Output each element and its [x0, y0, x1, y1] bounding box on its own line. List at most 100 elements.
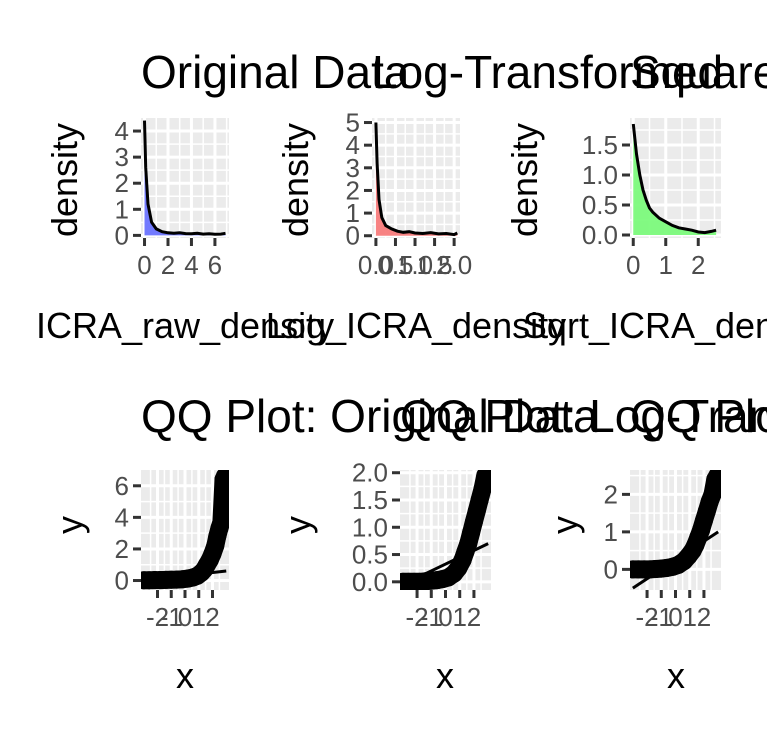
qq-point	[708, 470, 721, 485]
y-axis-title: density	[275, 123, 316, 237]
x-tick-label: 2	[205, 602, 219, 632]
x-tick-label: -2	[146, 602, 169, 632]
y-tick-label: 1.5	[582, 130, 618, 160]
qq-point	[478, 470, 491, 482]
y-tick-label: 0.0	[352, 567, 388, 597]
x-tick-label: 0.5	[377, 250, 413, 280]
y-tick-label: 1	[346, 198, 360, 228]
y-tick-label: 0.5	[352, 540, 388, 570]
x-tick-label: -1	[650, 602, 673, 632]
x-tick-label: -2	[406, 602, 429, 632]
y-axis-title: y	[277, 516, 318, 534]
y-tick-label: 2	[115, 534, 129, 564]
y-tick-label: 3	[115, 142, 129, 172]
panel-3: 012 0.00.51.01.5 Sqrt_ICRA_density density S…	[504, 46, 767, 346]
x-tick-label: 0	[668, 602, 682, 632]
data-layer	[630, 470, 721, 590]
x-axis-title: x	[176, 655, 194, 696]
y-tick-label: 2	[115, 168, 129, 198]
x-tick-label: -1	[160, 602, 183, 632]
qq-point	[212, 513, 229, 532]
x-tick-label: 1.5	[416, 250, 452, 280]
y-tick-label: 0	[115, 566, 129, 596]
panel-1: 0 2 4 601234ICRA_raw_densitydensityOriginal…	[36, 46, 410, 346]
density-line	[631, 123, 717, 235]
x-tick-label: 2	[691, 250, 705, 280]
x-axis-title: Log_ICRA_density	[266, 305, 566, 346]
data-layer	[143, 120, 226, 236]
y-tick-label: 6	[115, 471, 129, 501]
y-tick-label: 3	[346, 153, 360, 183]
x-tick-label: 1.0	[397, 250, 433, 280]
plot-title: Log-Transformed	[372, 46, 723, 98]
x-axis-title: Sqrt_ICRA_density	[523, 305, 767, 346]
x-tick-label: 0	[178, 602, 192, 632]
x-tick-label: 0.0	[358, 250, 394, 280]
axes: 0 1 2 0.00.51.01.5	[582, 130, 706, 280]
y-tick-label: 1.0	[582, 160, 618, 190]
x-tick-label: 0	[626, 250, 640, 280]
x-tick-label: -2	[636, 602, 659, 632]
x-tick-label: 0	[137, 250, 151, 280]
qq-point	[215, 470, 229, 486]
gridlines	[372, 118, 460, 238]
y-tick-label: 0.0	[582, 220, 618, 250]
qq-point	[703, 485, 721, 504]
y-tick-label: 2	[346, 175, 360, 205]
y-tick-label: 5	[346, 108, 360, 138]
plot-title: Square-Root Transformed	[630, 46, 767, 98]
data-layer	[400, 470, 491, 590]
y-tick-label: 4	[115, 116, 129, 146]
plot-title: QQ Plot: Log-Transformed	[400, 390, 767, 442]
y-tick-label: 0	[115, 220, 129, 250]
x-axis-title: x	[436, 655, 454, 696]
plot-title: QQ Plot: Square-Root Transformed	[630, 390, 767, 442]
x-tick-label: 1	[659, 250, 673, 280]
x-tick-label: 1	[682, 602, 696, 632]
y-tick-label: 4	[115, 502, 129, 532]
y-tick-label: 0	[604, 554, 618, 584]
x-tick-label: 1	[452, 602, 466, 632]
y-axis-title: density	[504, 123, 545, 237]
y-tick-label: 4	[346, 130, 360, 160]
x-tick-label: 0	[438, 602, 452, 632]
density-line	[374, 122, 458, 237]
x-axis-title: x	[667, 655, 685, 696]
data-layer	[374, 122, 458, 237]
axes: -2-10 1 2 0.00.51.01.52.0	[352, 458, 481, 632]
x-tick-label: 6	[208, 250, 222, 280]
x-tick-label: 2	[697, 602, 711, 632]
plot-title: Original Data	[141, 46, 410, 98]
x-tick-label: 2	[467, 602, 481, 632]
y-tick-label: 2	[604, 479, 618, 509]
x-tick-label: 4	[184, 250, 198, 280]
y-tick-label: 1	[604, 517, 618, 547]
panel-2: 0.00.51.01.52.0012345Log_ICRA_densityden…	[266, 46, 723, 346]
data-layer	[141, 470, 229, 590]
y-axis-title: density	[44, 123, 85, 237]
density-area	[633, 124, 717, 235]
data-layer	[631, 123, 717, 235]
plot-title: QQ Plot: Original Data	[141, 390, 599, 442]
y-axis-title: y	[544, 516, 585, 534]
y-tick-label: 2.0	[352, 458, 388, 488]
x-axis-title: ICRA_raw_density	[36, 305, 334, 346]
x-tick-label: 2.0	[436, 250, 472, 280]
qq-point	[473, 480, 491, 499]
y-axis-title: y	[49, 516, 90, 534]
x-tick-label: 2	[161, 250, 175, 280]
y-tick-label: 1.0	[352, 512, 388, 542]
density-line	[143, 120, 226, 236]
y-tick-label: 1	[115, 194, 129, 224]
x-tick-label: -1	[420, 602, 443, 632]
x-tick-label: 1	[192, 602, 206, 632]
y-tick-label: 1.5	[352, 485, 388, 515]
y-tick-label: 0.5	[582, 190, 618, 220]
